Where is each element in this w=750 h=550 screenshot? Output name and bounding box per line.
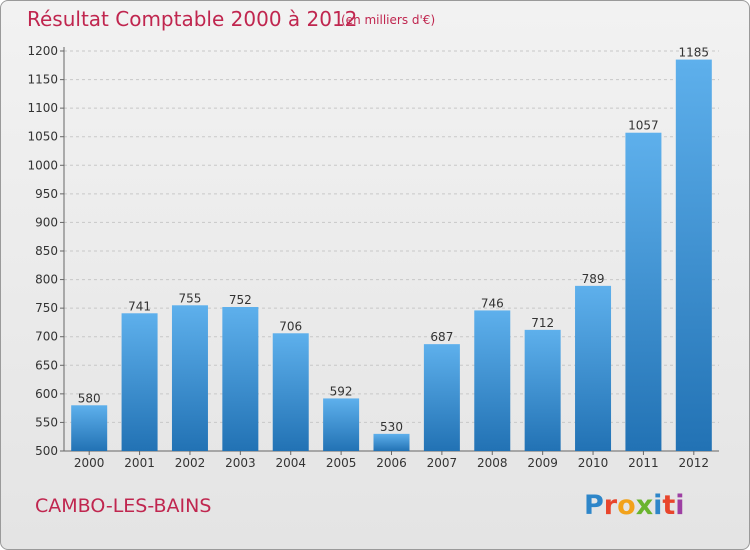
data-label: 746 — [481, 296, 504, 310]
logo-letter: r — [603, 490, 618, 521]
y-tick-label: 1000 — [27, 158, 58, 172]
bar — [524, 329, 561, 451]
x-tick-label: 2012 — [679, 456, 710, 470]
y-tick-label: 500 — [35, 444, 58, 458]
logo-letter: P — [584, 490, 604, 521]
bar — [675, 59, 712, 451]
logo-letter: i — [653, 490, 663, 521]
chart-title: Résultat Comptable 2000 à 2012 — [27, 7, 358, 31]
x-tick-label: 2005 — [326, 456, 357, 470]
data-label: 530 — [380, 420, 403, 434]
bar — [171, 305, 208, 451]
bar — [423, 344, 460, 451]
grid-lines — [64, 50, 719, 452]
logo-letter: x — [635, 490, 654, 521]
y-tick-label: 750 — [35, 301, 58, 315]
y-tick-label: 1150 — [27, 73, 58, 87]
y-tick-label: 1100 — [27, 101, 58, 115]
chart-subtitle: (en milliers d'€) — [341, 13, 436, 27]
bar — [625, 132, 662, 451]
y-tick-label: 850 — [35, 244, 58, 258]
x-tick-label: 2004 — [275, 456, 306, 470]
y-tick-label: 550 — [35, 415, 58, 429]
y-tick-label: 650 — [35, 358, 58, 372]
bar — [222, 307, 259, 451]
y-tick-label: 1050 — [27, 130, 58, 144]
bar — [373, 433, 410, 451]
data-label: 1185 — [679, 46, 710, 60]
logo-letter: i — [675, 490, 685, 521]
location-label: CAMBO-LES-BAINS — [35, 495, 212, 517]
y-tick-label: 600 — [35, 387, 58, 401]
x-tick-label: 2010 — [578, 456, 609, 470]
data-label: 712 — [531, 316, 554, 330]
x-tick-label: 2008 — [477, 456, 508, 470]
bar — [575, 285, 612, 451]
x-tick-label: 2007 — [427, 456, 458, 470]
x-tick-label: 2002 — [175, 456, 206, 470]
y-tick-label: 950 — [35, 187, 58, 201]
logo-letter: o — [617, 490, 636, 521]
bar — [474, 310, 511, 451]
bar — [323, 398, 360, 451]
x-tick-label: 2000 — [74, 456, 105, 470]
data-label: 580 — [78, 391, 101, 405]
x-tick-label: 2011 — [628, 456, 659, 470]
x-tick-label: 2006 — [376, 456, 407, 470]
bars — [71, 59, 712, 451]
data-label: 687 — [430, 330, 453, 344]
bar — [272, 333, 309, 451]
data-label: 789 — [582, 272, 605, 286]
bar — [121, 313, 158, 451]
data-label: 755 — [179, 291, 202, 305]
data-label: 752 — [229, 293, 252, 307]
data-label: 592 — [330, 384, 353, 398]
x-tick-label: 2003 — [225, 456, 256, 470]
logo-letter: t — [662, 490, 676, 521]
data-labels: 580 741 755 752 706 592 530 687 746 712 789 1057 118… — [78, 46, 709, 434]
x-tick-label: 2009 — [527, 456, 558, 470]
x-tick-label: 2001 — [124, 456, 155, 470]
y-tick-label: 800 — [35, 273, 58, 287]
y-tick-label: 1200 — [27, 44, 58, 58]
y-tick-label: 900 — [35, 215, 58, 229]
data-label: 706 — [279, 319, 302, 333]
y-tick-label: 700 — [35, 330, 58, 344]
data-label: 1057 — [628, 119, 659, 133]
axes: 500 550 600 650 700 750 800 850 900 950 1000 1050 11… — [27, 44, 719, 470]
bar — [71, 405, 108, 451]
proxiti-logo: Proxiti — [584, 490, 685, 521]
data-label: 741 — [128, 299, 151, 313]
